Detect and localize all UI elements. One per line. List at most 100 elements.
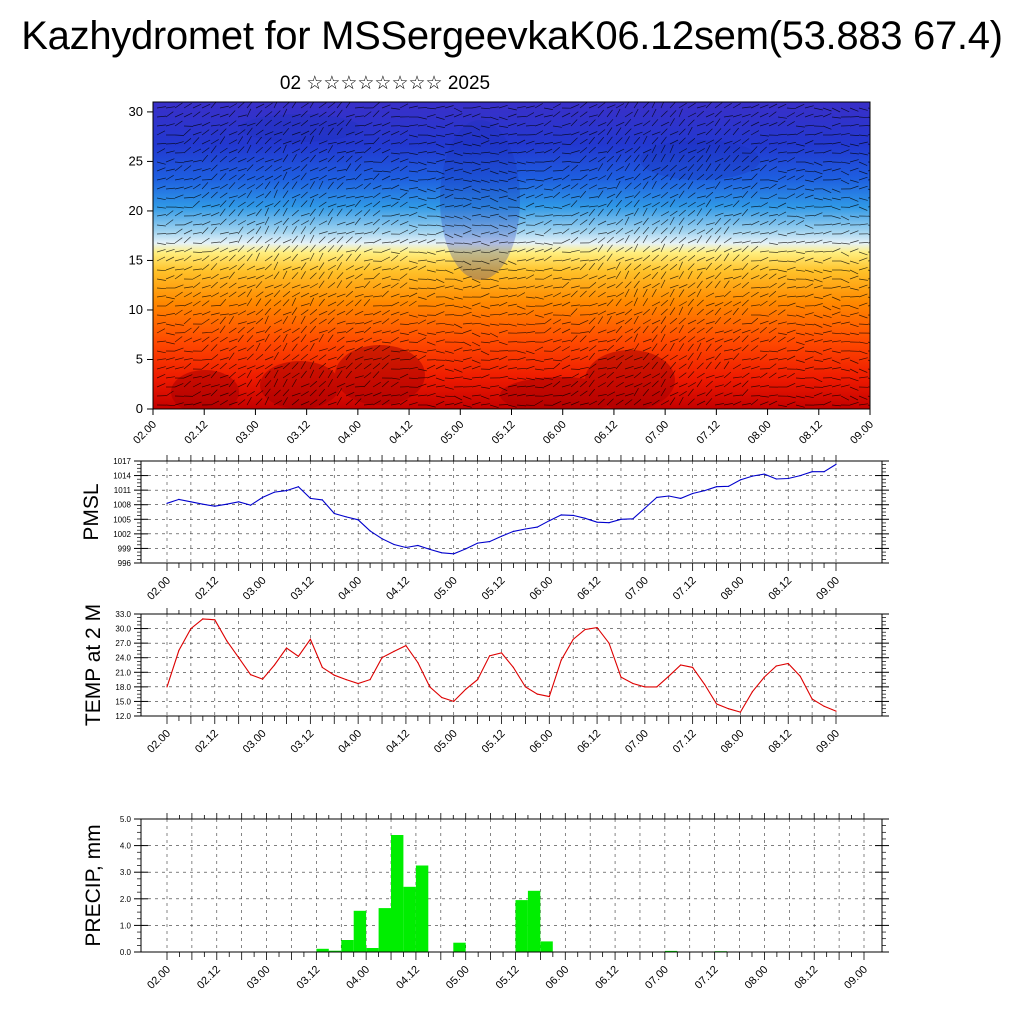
wind-vector: [354, 285, 364, 289]
wind-vector: [228, 316, 234, 325]
wind-vector: [669, 342, 675, 352]
wind-vector: [183, 302, 193, 307]
wind-vector: [381, 155, 389, 163]
wind-vector: [606, 371, 615, 379]
wind-vector: [723, 103, 732, 109]
wind-vector: [300, 262, 307, 271]
wind-vector: [813, 377, 823, 383]
wind-vector: [867, 206, 870, 208]
wind-vector: [867, 359, 870, 362]
wind-vector: [237, 372, 246, 379]
wind-vector: [624, 270, 630, 280]
wind-vector: [462, 113, 472, 118]
wind-vector: [552, 214, 563, 217]
wind-vector: [327, 181, 334, 190]
wind-vector: [273, 146, 282, 154]
wind-vector: [858, 161, 868, 166]
wind-vector: [327, 391, 337, 397]
wind-vector: [174, 210, 183, 217]
wind-vector: [714, 244, 721, 253]
wind-vector: [156, 366, 166, 370]
wind-vector: [237, 183, 246, 190]
wind-vector: [201, 221, 211, 226]
wind-vector: [327, 334, 334, 343]
wind-vector: [642, 319, 651, 325]
wind-vector: [768, 122, 778, 127]
wind-vector: [390, 201, 399, 208]
wind-vector: [471, 284, 481, 289]
wind-vector: [534, 205, 544, 208]
wind-vector: [426, 177, 436, 181]
wind-vector: [255, 183, 264, 190]
data-point: [273, 664, 276, 666]
wind-vector: [327, 127, 334, 136]
wind-vector: [669, 354, 678, 361]
data-point: [441, 696, 443, 699]
wind-vector: [831, 296, 841, 301]
wind-vector: [183, 310, 193, 316]
wind-vector: [471, 197, 481, 200]
wind-vector: [624, 374, 634, 379]
wind-vector: [237, 334, 244, 343]
wind-vector: [588, 114, 598, 118]
wind-vector: [849, 386, 859, 391]
wind-vector: [615, 271, 621, 280]
wind-vector: [426, 239, 436, 244]
wind-vector: [273, 226, 279, 235]
wind-vector: [570, 290, 578, 298]
wind-vector: [507, 393, 517, 397]
wind-vector: [777, 151, 787, 154]
data-point: [656, 496, 658, 498]
wind-vector: [660, 102, 665, 109]
wind-vector: [408, 402, 418, 406]
wind-vector: [390, 357, 400, 361]
wind-vector: [426, 292, 436, 298]
wind-vector: [552, 103, 562, 109]
wind-vector: [858, 107, 868, 111]
wind-vector: [381, 122, 391, 127]
wind-vector: [480, 332, 490, 335]
wind-vector: [489, 248, 499, 253]
wind-vector: [858, 176, 868, 181]
wind-vector: [246, 379, 253, 388]
wind-vector: [327, 401, 337, 406]
wind-vector: [372, 357, 382, 361]
wind-vector: [444, 331, 454, 334]
wind-vector: [291, 193, 301, 199]
wind-vector: [579, 138, 588, 145]
wind-vector: [291, 336, 300, 343]
wind-vector: [786, 350, 797, 352]
wind-vector: [219, 231, 229, 235]
y-tick-label: 1005: [113, 515, 131, 524]
data-point: [250, 504, 252, 506]
wind-vector: [372, 148, 381, 154]
data-point: [273, 491, 276, 493]
wind-vector: [471, 105, 481, 109]
wind-vector: [768, 336, 777, 343]
wind-vector: [300, 220, 309, 226]
wind-vector: [156, 269, 167, 272]
wind-vector: [327, 327, 336, 334]
data-point: [309, 638, 311, 640]
wind-vector: [831, 133, 841, 136]
wind-vector: [570, 390, 579, 397]
wind-vector: [318, 148, 328, 154]
wind-vector: [714, 384, 724, 388]
wind-vector: [183, 362, 192, 370]
wind-vector: [777, 357, 787, 361]
wind-vector: [219, 208, 226, 217]
wind-vector: [408, 260, 418, 264]
wind-vector: [354, 125, 365, 127]
wind-vector: [327, 122, 337, 127]
wind-vector: [462, 285, 472, 289]
wind-vector: [264, 315, 269, 325]
wind-vector: [327, 195, 337, 199]
wind-vector: [453, 233, 463, 238]
wind-vector: [597, 186, 607, 190]
wind-vector: [246, 144, 252, 154]
data-point: [429, 548, 431, 551]
wind-vector: [210, 164, 218, 172]
wind-vector: [849, 123, 859, 127]
wind-vector: [849, 240, 859, 244]
wind-vector: [651, 307, 657, 316]
